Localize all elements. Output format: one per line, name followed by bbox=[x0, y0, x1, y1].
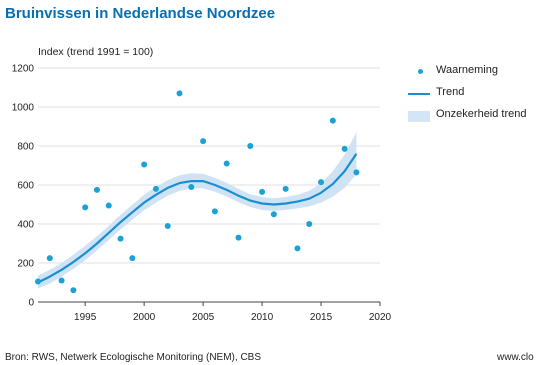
y-tick-label: 800 bbox=[17, 142, 34, 153]
data-point bbox=[105, 202, 112, 209]
data-point bbox=[46, 255, 53, 262]
x-tick-label: 2015 bbox=[310, 312, 333, 323]
data-point bbox=[152, 185, 159, 192]
site-url: www.clo bbox=[497, 352, 534, 363]
data-point bbox=[306, 221, 313, 227]
legend-band-icon bbox=[408, 111, 430, 122]
source-note: Bron: RWS, Netwerk Ecologische Monitorin… bbox=[5, 352, 262, 363]
data-point bbox=[235, 234, 242, 241]
data-point bbox=[341, 145, 348, 152]
x-tick-label: 2020 bbox=[369, 312, 392, 323]
data-point bbox=[176, 90, 183, 97]
data-point bbox=[93, 186, 100, 193]
data-point bbox=[247, 143, 254, 149]
legend-label: Waarneming bbox=[436, 64, 498, 76]
x-tick-label: 2005 bbox=[192, 312, 215, 323]
x-tick-label: 2000 bbox=[133, 312, 156, 323]
data-point bbox=[188, 183, 195, 190]
y-axis-label: Index (trend 1991 = 100) bbox=[38, 46, 154, 58]
data-point bbox=[164, 222, 171, 229]
data-point bbox=[129, 255, 136, 262]
data-point bbox=[35, 278, 41, 285]
legend-label: Onzekerheid trend bbox=[436, 108, 527, 120]
data-point bbox=[282, 185, 289, 192]
legend-line-icon bbox=[408, 89, 432, 99]
data-point bbox=[353, 169, 360, 176]
trend-line bbox=[37, 153, 358, 284]
data-point bbox=[117, 235, 124, 242]
y-tick-label: 400 bbox=[17, 220, 34, 231]
y-tick-label: 1200 bbox=[12, 64, 35, 75]
data-point bbox=[259, 188, 266, 195]
legend-label: Trend bbox=[436, 86, 465, 98]
x-tick-label: 2010 bbox=[251, 312, 274, 323]
x-tick-label: 1995 bbox=[74, 312, 97, 323]
data-point bbox=[70, 287, 77, 294]
y-tick-label: 0 bbox=[28, 298, 34, 309]
data-point bbox=[270, 211, 277, 218]
data-point bbox=[141, 161, 148, 168]
data-point bbox=[211, 208, 218, 215]
y-tick-label: 1000 bbox=[12, 103, 35, 114]
data-point bbox=[200, 138, 207, 145]
y-tick-label: 600 bbox=[17, 181, 34, 192]
legend-dot-icon bbox=[408, 67, 432, 77]
y-tick-label: 200 bbox=[17, 259, 34, 270]
data-point bbox=[82, 204, 89, 211]
data-point bbox=[318, 179, 325, 186]
data-point bbox=[223, 160, 230, 167]
data-point bbox=[294, 245, 301, 252]
chart-title: Bruinvissen in Nederlandse Noordzee bbox=[5, 5, 276, 22]
data-point bbox=[329, 117, 336, 124]
data-point bbox=[58, 277, 65, 284]
